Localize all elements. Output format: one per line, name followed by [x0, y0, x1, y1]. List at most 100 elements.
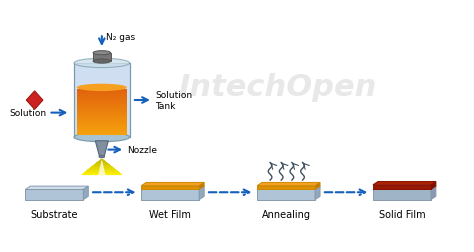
Bar: [77, 97, 127, 99]
Polygon shape: [85, 159, 119, 173]
Polygon shape: [83, 159, 120, 173]
Polygon shape: [99, 159, 105, 162]
Polygon shape: [93, 159, 111, 166]
Polygon shape: [100, 159, 104, 161]
Text: Solid Film: Solid Film: [379, 209, 425, 219]
Polygon shape: [97, 159, 107, 163]
Polygon shape: [89, 159, 115, 169]
Polygon shape: [94, 159, 109, 165]
Polygon shape: [85, 159, 118, 172]
Bar: [77, 133, 127, 135]
Polygon shape: [82, 159, 122, 175]
Polygon shape: [101, 159, 103, 160]
Polygon shape: [95, 159, 109, 165]
Bar: [77, 108, 127, 110]
Polygon shape: [141, 183, 204, 186]
Polygon shape: [199, 186, 204, 200]
Bar: [74, 64, 129, 138]
Polygon shape: [373, 182, 436, 185]
Polygon shape: [373, 186, 436, 190]
Polygon shape: [100, 159, 103, 161]
Polygon shape: [95, 141, 109, 157]
Ellipse shape: [74, 133, 129, 142]
Bar: [77, 111, 127, 113]
Polygon shape: [257, 183, 320, 186]
Polygon shape: [257, 190, 315, 200]
Ellipse shape: [77, 84, 127, 92]
Bar: [77, 113, 127, 115]
Polygon shape: [86, 159, 118, 172]
Polygon shape: [91, 159, 112, 167]
Polygon shape: [98, 159, 106, 175]
Text: Wet Film: Wet Film: [149, 209, 191, 219]
Text: Solution: Solution: [9, 109, 46, 118]
Polygon shape: [141, 190, 199, 200]
Polygon shape: [90, 159, 114, 169]
Bar: [93, 53, 110, 62]
Bar: [77, 89, 127, 91]
Polygon shape: [87, 159, 117, 171]
Bar: [77, 132, 127, 133]
Polygon shape: [87, 159, 117, 171]
Bar: [77, 106, 127, 108]
Polygon shape: [92, 159, 112, 167]
Polygon shape: [141, 186, 204, 190]
Bar: [77, 91, 127, 93]
Polygon shape: [25, 190, 83, 200]
Polygon shape: [94, 159, 109, 165]
Bar: [77, 128, 127, 130]
Polygon shape: [84, 159, 119, 173]
Polygon shape: [82, 159, 122, 175]
Bar: [77, 122, 127, 124]
Polygon shape: [26, 91, 43, 110]
Bar: [77, 101, 127, 102]
Bar: [77, 110, 127, 111]
Polygon shape: [83, 159, 120, 174]
Bar: [77, 99, 127, 101]
Bar: [77, 117, 127, 119]
Ellipse shape: [93, 51, 110, 56]
Polygon shape: [91, 159, 113, 168]
Polygon shape: [88, 159, 116, 170]
Polygon shape: [89, 159, 114, 169]
Polygon shape: [96, 159, 108, 164]
Text: Annealing: Annealing: [262, 209, 310, 219]
Polygon shape: [257, 186, 315, 190]
Ellipse shape: [93, 60, 110, 64]
Text: Substrate: Substrate: [30, 209, 78, 219]
Polygon shape: [315, 186, 320, 200]
Text: N₂ gas: N₂ gas: [106, 33, 135, 42]
Polygon shape: [91, 159, 113, 168]
Bar: [77, 95, 127, 97]
Polygon shape: [101, 159, 102, 160]
Polygon shape: [431, 186, 436, 200]
Polygon shape: [97, 159, 107, 163]
Polygon shape: [96, 159, 108, 164]
Ellipse shape: [99, 156, 105, 158]
Polygon shape: [431, 182, 436, 190]
Text: Solution
Tank: Solution Tank: [155, 91, 192, 110]
Polygon shape: [98, 159, 106, 162]
Text: Nozzle: Nozzle: [128, 145, 157, 154]
Text: IntechOpen: IntechOpen: [179, 72, 377, 101]
Bar: [77, 130, 127, 132]
Polygon shape: [199, 183, 204, 190]
Polygon shape: [25, 186, 88, 190]
Polygon shape: [99, 159, 104, 161]
Polygon shape: [98, 159, 106, 163]
Polygon shape: [88, 159, 115, 170]
Bar: [77, 120, 127, 122]
Polygon shape: [83, 186, 88, 200]
Bar: [77, 104, 127, 106]
Polygon shape: [257, 186, 320, 190]
Bar: [77, 119, 127, 120]
Polygon shape: [93, 159, 110, 166]
Bar: [77, 115, 127, 117]
Polygon shape: [92, 159, 111, 167]
Polygon shape: [81, 159, 123, 175]
Polygon shape: [82, 159, 121, 174]
Bar: [77, 126, 127, 128]
Polygon shape: [141, 186, 199, 190]
Polygon shape: [315, 183, 320, 190]
Bar: [77, 124, 127, 126]
